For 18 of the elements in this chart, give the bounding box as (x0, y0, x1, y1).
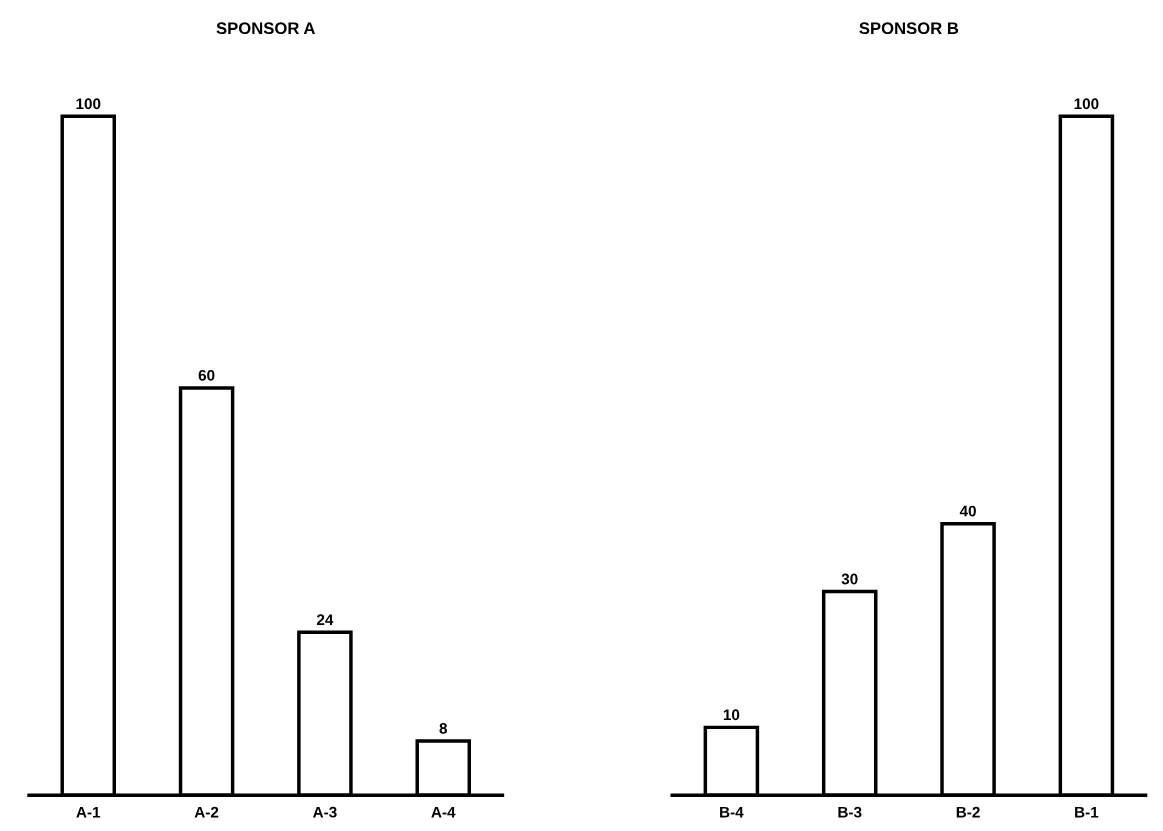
x-tick-label: B-3 (838, 806, 862, 818)
x-tick-label: A-1 (76, 806, 101, 818)
x-tick-label: A-4 (431, 806, 456, 818)
chart-title: SPONSOR B (859, 22, 959, 35)
x-tick-label: A-3 (312, 806, 337, 818)
x-tick-label: B-2 (956, 806, 980, 818)
data-label: 30 (841, 573, 858, 585)
x-tick-label: B-4 (720, 806, 744, 818)
data-label: 10 (723, 709, 740, 721)
data-label: 8 (439, 722, 448, 734)
x-tick-label: B-1 (1075, 806, 1099, 818)
data-label: 100 (1074, 98, 1099, 110)
x-tick-label: A-2 (194, 806, 219, 818)
data-label: 60 (198, 369, 215, 381)
data-label: 24 (316, 614, 334, 625)
data-label: 100 (76, 98, 101, 110)
data-label: 40 (959, 505, 976, 517)
chart-title: SPONSOR A (216, 22, 315, 35)
